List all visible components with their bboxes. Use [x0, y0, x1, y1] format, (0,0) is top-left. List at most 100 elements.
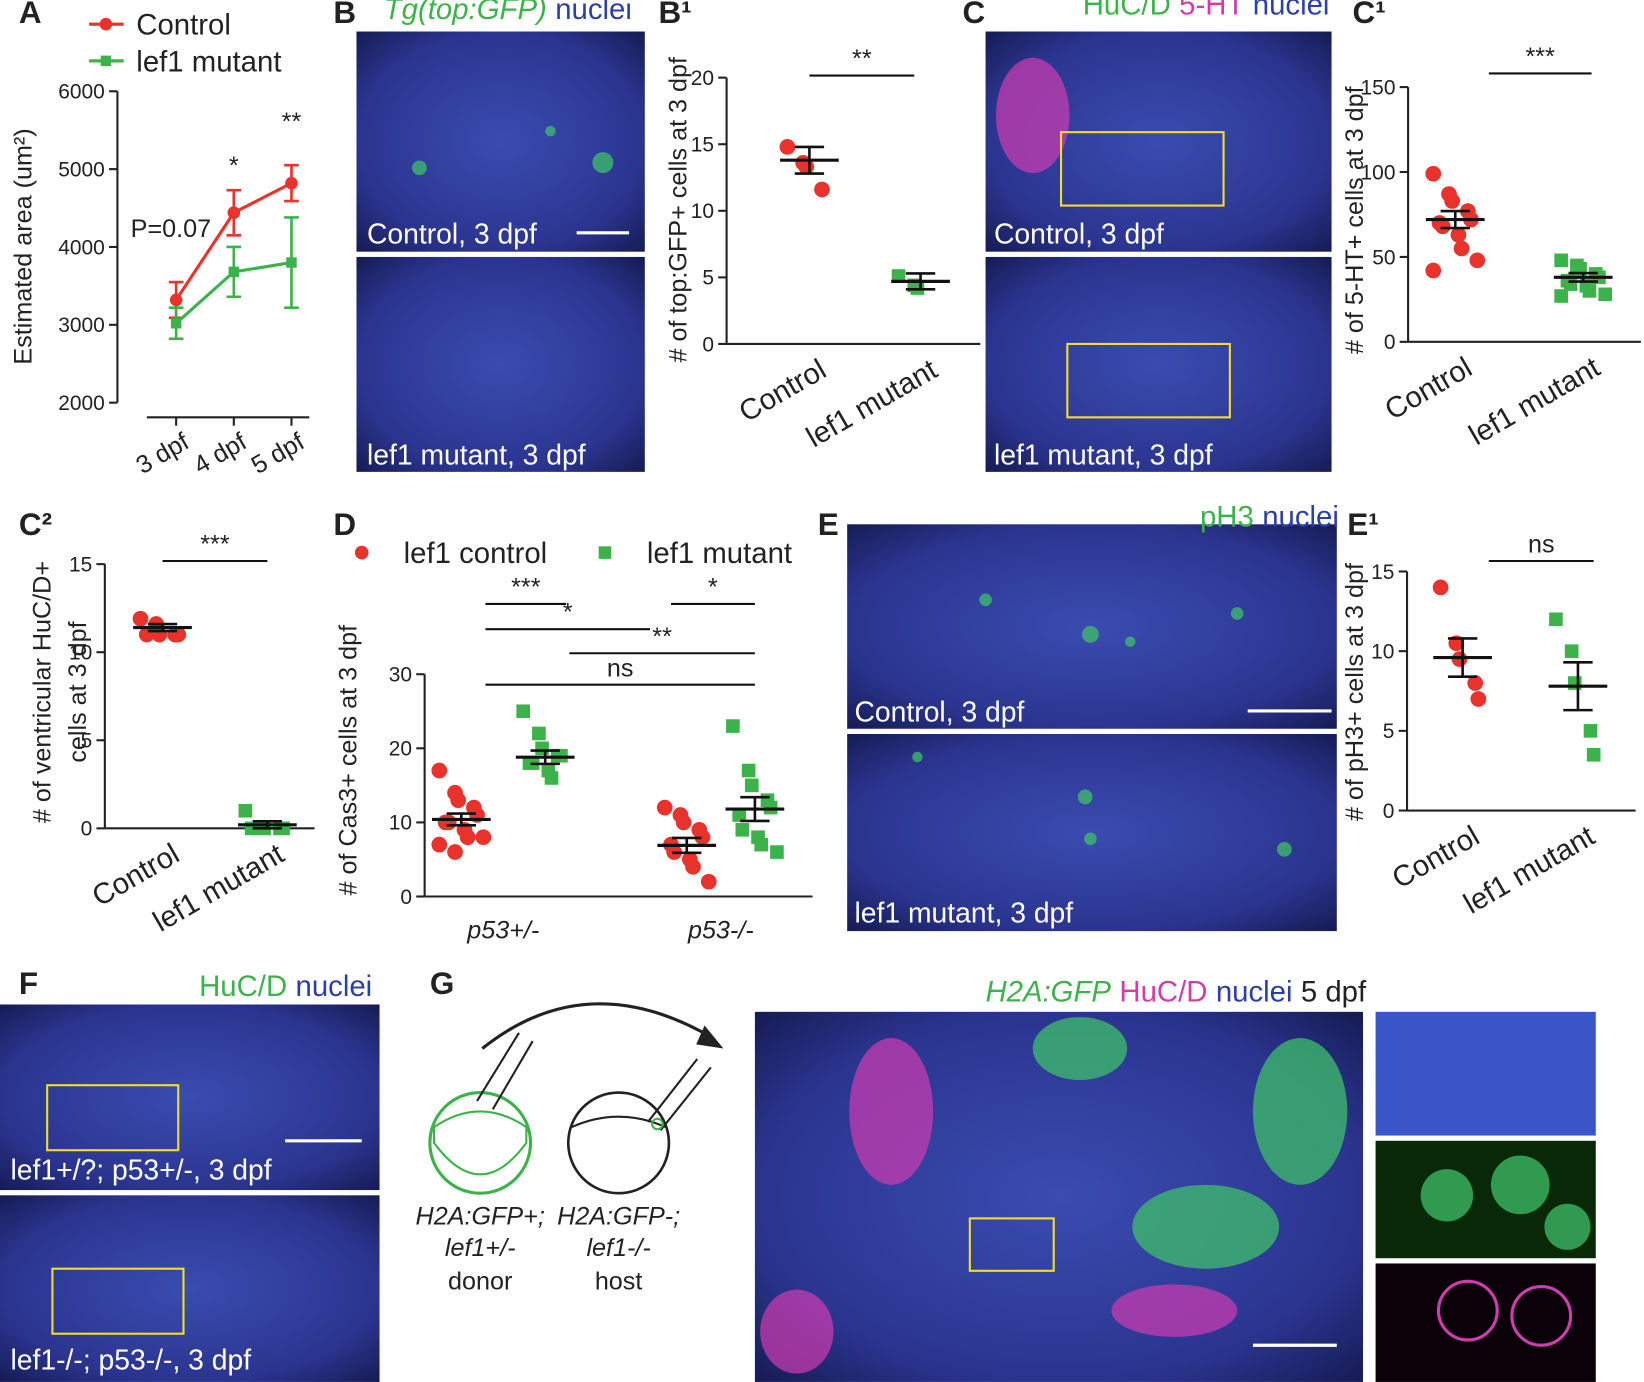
image-title: HuC/D nuclei: [199, 970, 372, 1003]
stain-label: pH3: [1200, 500, 1254, 533]
data-point: [910, 281, 925, 295]
legend-label: Control: [136, 9, 231, 42]
stain-label: 5 dpf: [1301, 975, 1367, 1008]
image-caption: lef1+/?; p53+/-, 3 dpf: [10, 1154, 271, 1186]
panel-label: C²: [19, 507, 52, 542]
data-point: [459, 829, 476, 846]
data-point: [675, 814, 692, 831]
y-tick-label: 5: [1383, 720, 1395, 743]
transplant-schematic: [428, 1002, 724, 1195]
x-tick-label: p53-/-: [687, 916, 754, 944]
data-point: [431, 836, 448, 853]
data-point: [1470, 691, 1487, 707]
image-caption: Control, 3 dpf: [855, 695, 1025, 727]
panel-label: E: [818, 507, 839, 542]
y-tick-label: 2000: [58, 392, 105, 415]
data-point: [1432, 579, 1449, 596]
x-tick-label: lef1 mutant: [1458, 819, 1600, 920]
legend-marker: [100, 55, 112, 67]
data-point: [285, 176, 298, 190]
data-point: [694, 829, 711, 846]
panel-label: G: [430, 966, 454, 1001]
image-title: H2A:GFP HuC/D nuclei 5 dpf: [985, 975, 1367, 1008]
y-axis-label: # of pH3+ cells at 3 dpf: [1341, 562, 1369, 821]
data-point: [1582, 284, 1597, 298]
data-point: [1467, 675, 1484, 691]
data-point: [1564, 644, 1579, 658]
sem-bar: [1447, 637, 1478, 678]
sem-bar: [794, 145, 825, 175]
y-tick-label: 10: [69, 642, 92, 665]
arrow: [481, 1002, 714, 1050]
sem-bar: [1563, 661, 1593, 712]
stain-label: H2A:GFP: [985, 975, 1111, 1008]
legend-marker: [354, 545, 369, 560]
data-point: [1425, 262, 1442, 279]
y-axis-label: # of 5-HT+ cells at 3 dpf: [1341, 85, 1369, 354]
data-point: [228, 266, 240, 278]
image-title: Tg(top:GFP) nuclei: [384, 0, 632, 26]
y-tick-label: 15: [69, 553, 92, 576]
stain-label: nuclei: [296, 970, 373, 1003]
pipette: [476, 1032, 534, 1110]
data-point: [1586, 747, 1601, 762]
data-point: [227, 206, 241, 220]
micrograph: [356, 31, 645, 252]
data-point: [744, 778, 759, 793]
data-point: [1450, 226, 1467, 243]
y-tick-label: 10: [691, 200, 714, 223]
significance-label: *: [563, 599, 573, 627]
data-point: [1583, 724, 1598, 738]
schematic-label: H2A:GFP-;: [557, 1203, 680, 1231]
data-point: [1598, 287, 1613, 302]
data-point: [814, 181, 830, 198]
panel-label: C¹: [1353, 0, 1386, 30]
significance-label: ***: [1526, 43, 1556, 71]
data-point: [1434, 218, 1451, 235]
data-point: [656, 799, 673, 816]
significance-label: **: [652, 623, 672, 651]
y-tick-label: 3000: [58, 314, 105, 337]
schematic-label: lef1+/-: [445, 1234, 516, 1262]
image-title: HuC/D 5-HT nuclei: [1083, 0, 1330, 22]
annotation: *: [229, 152, 239, 180]
data-point: [891, 269, 906, 283]
panel-label: D: [333, 507, 356, 542]
image-caption: Control, 3 dpf: [367, 217, 537, 249]
micrograph: [985, 256, 1332, 472]
donor-embryo: [428, 1090, 533, 1195]
image-caption: lef1-/-; p53-/-, 3 dpf: [10, 1343, 251, 1375]
micrograph: [1375, 1011, 1596, 1136]
data-point: [1425, 165, 1442, 182]
significance-label: *: [708, 574, 718, 602]
sem-bar: [1568, 271, 1598, 283]
data-point: [532, 726, 546, 741]
y-axis-label: Estimated area (um²): [9, 128, 37, 364]
image-title: pH3 nuclei: [1200, 500, 1339, 533]
stain-label: nuclei: [1216, 975, 1293, 1008]
y-axis-label: cells at 3 dpf: [64, 620, 92, 762]
y-tick-label: 150: [1361, 76, 1396, 99]
y-tick-label: 0: [702, 333, 714, 356]
stain-label: Tg(top:GFP): [384, 0, 547, 26]
micrograph: [0, 1004, 380, 1191]
y-tick-label: 50: [1372, 246, 1395, 269]
image-caption: lef1 mutant, 3 dpf: [367, 439, 586, 471]
significance-label: ***: [511, 574, 541, 602]
data-point: [770, 845, 784, 859]
data-point: [535, 741, 549, 756]
y-tick-label: 10: [389, 812, 412, 835]
y-axis-label: # of Cas3+ cells at 3 dpf: [334, 624, 362, 896]
panel-label: B: [333, 0, 356, 30]
host-embryo: [566, 1091, 671, 1195]
data-point: [1444, 193, 1460, 209]
x-tick-label: p53+/-: [466, 916, 539, 944]
y-axis-label: # of top:GFP+ cells at 3 dpf: [665, 56, 693, 363]
stain-label: nuclei: [1262, 500, 1339, 533]
data-point: [1549, 612, 1563, 627]
image-caption: lef1 mutant, 3 dpf: [994, 439, 1213, 471]
micrograph: [0, 1195, 380, 1382]
data-point: [169, 293, 183, 307]
data-point: [431, 762, 448, 779]
gfp-signal: [412, 125, 1591, 1269]
